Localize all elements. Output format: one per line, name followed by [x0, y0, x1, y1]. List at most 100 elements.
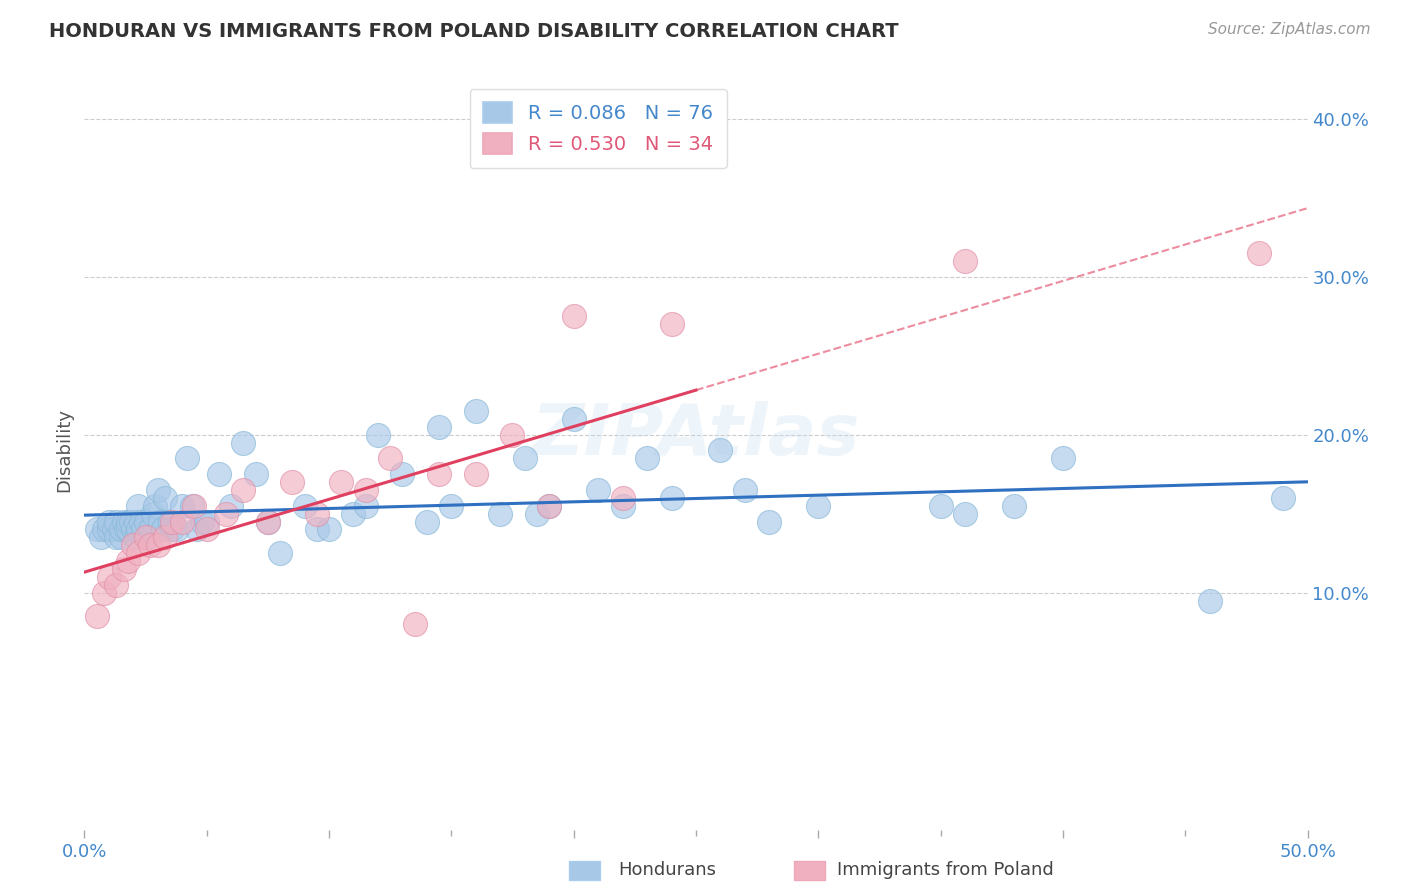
Point — [191, 515, 214, 529]
Point — [661, 317, 683, 331]
Point — [143, 499, 166, 513]
Point — [404, 617, 426, 632]
Point — [219, 499, 242, 513]
Point — [159, 515, 181, 529]
Point — [142, 507, 165, 521]
Text: Hondurans: Hondurans — [619, 861, 717, 879]
Point — [1247, 246, 1270, 260]
Point — [953, 507, 976, 521]
Point — [97, 515, 120, 529]
Point — [105, 530, 128, 544]
Point — [195, 515, 218, 529]
Point — [125, 530, 148, 544]
Point — [232, 435, 254, 450]
Point — [612, 491, 634, 505]
Point — [215, 507, 238, 521]
Point — [294, 499, 316, 513]
Point — [136, 530, 159, 544]
Point — [807, 499, 830, 513]
Point — [117, 523, 139, 537]
Point — [257, 515, 280, 529]
Point — [208, 467, 231, 482]
Point — [661, 491, 683, 505]
Point — [122, 523, 145, 537]
Point — [464, 404, 486, 418]
Point — [181, 499, 204, 513]
Point — [103, 523, 125, 537]
Point — [110, 523, 132, 537]
Point — [135, 530, 157, 544]
Point — [1198, 593, 1220, 607]
Point — [586, 483, 609, 497]
Point — [186, 523, 208, 537]
Point — [162, 515, 184, 529]
Point — [367, 427, 389, 442]
Point — [380, 451, 402, 466]
Point — [112, 562, 135, 576]
Point — [117, 554, 139, 568]
Point — [734, 483, 756, 497]
Point — [232, 483, 254, 497]
Point — [162, 523, 184, 537]
Point — [166, 523, 188, 537]
Point — [354, 483, 377, 497]
Point — [612, 499, 634, 513]
Point — [245, 467, 267, 482]
Point — [90, 530, 112, 544]
Point — [354, 499, 377, 513]
Point — [149, 515, 172, 529]
Point — [440, 499, 463, 513]
Point — [93, 523, 115, 537]
Point — [129, 515, 152, 529]
Point — [758, 515, 780, 529]
Point — [110, 530, 132, 544]
Point — [562, 412, 585, 426]
Point — [538, 499, 561, 513]
Point — [269, 546, 291, 560]
Text: Source: ZipAtlas.com: Source: ZipAtlas.com — [1208, 22, 1371, 37]
Point — [132, 523, 155, 537]
Point — [427, 467, 450, 482]
Point — [305, 523, 328, 537]
Point — [342, 507, 364, 521]
Point — [318, 523, 340, 537]
Point — [105, 578, 128, 592]
Point — [257, 515, 280, 529]
Point — [330, 475, 353, 489]
Legend: R = 0.086   N = 76, R = 0.530   N = 34: R = 0.086 N = 76, R = 0.530 N = 34 — [470, 88, 727, 168]
Point — [93, 585, 115, 599]
Point — [1272, 491, 1295, 505]
Point — [464, 467, 486, 482]
Point — [135, 515, 157, 529]
Point — [305, 507, 328, 521]
Point — [112, 515, 135, 529]
Point — [929, 499, 952, 513]
Point — [416, 515, 439, 529]
Text: ZIPAtlas: ZIPAtlas — [531, 401, 860, 470]
Point — [195, 523, 218, 537]
Point — [127, 546, 149, 560]
Point — [146, 483, 169, 497]
Point — [538, 499, 561, 513]
Point — [709, 443, 731, 458]
Point — [953, 254, 976, 268]
Point — [183, 499, 205, 513]
Point — [139, 538, 162, 552]
Point — [153, 491, 176, 505]
Text: Immigrants from Poland: Immigrants from Poland — [837, 861, 1053, 879]
Point — [513, 451, 536, 466]
Point — [281, 475, 304, 489]
Point — [176, 451, 198, 466]
Point — [636, 451, 658, 466]
Point — [86, 609, 108, 624]
Y-axis label: Disability: Disability — [55, 409, 73, 492]
Text: HONDURAN VS IMMIGRANTS FROM POLAND DISABILITY CORRELATION CHART: HONDURAN VS IMMIGRANTS FROM POLAND DISAB… — [49, 22, 898, 41]
Point — [127, 523, 149, 537]
Point — [427, 419, 450, 434]
Point — [1002, 499, 1025, 513]
Point — [97, 570, 120, 584]
Point — [1052, 451, 1074, 466]
Point — [562, 309, 585, 323]
Point — [153, 530, 176, 544]
Point — [152, 523, 174, 537]
